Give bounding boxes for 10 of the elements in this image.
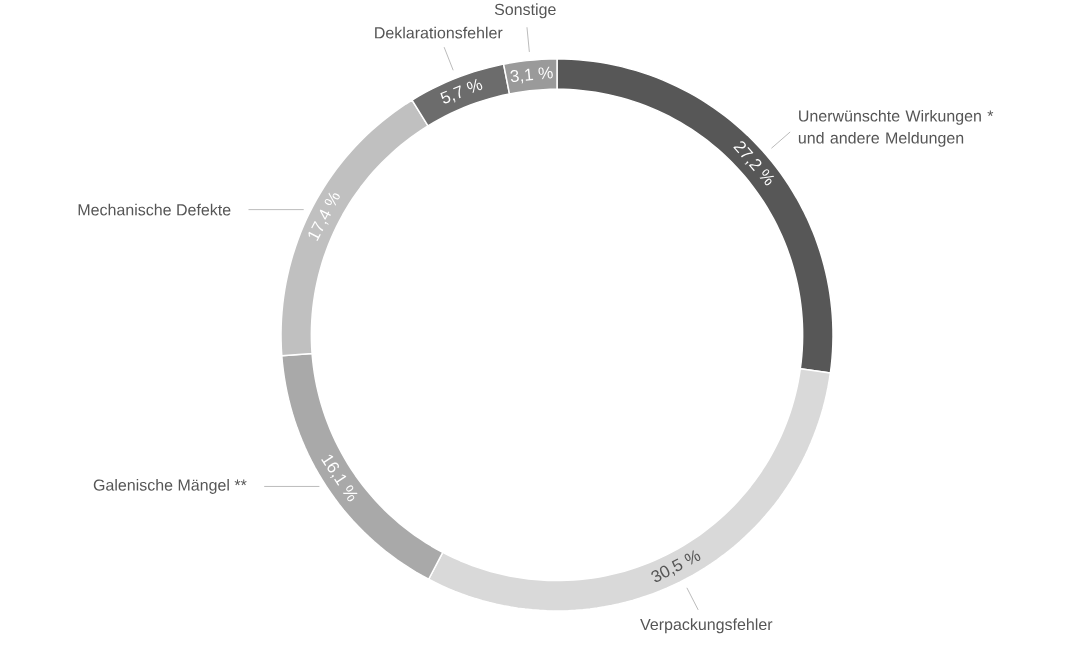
- slice-label: Mechanische Defekte: [78, 203, 231, 216]
- data-label: 17,4 %: [308, 192, 340, 242]
- slice-label: Unerwünschte Wirkungen * und andere Meldungen: [798, 109, 994, 147]
- slice-label: Deklarationsfehler: [375, 26, 503, 39]
- slice-label: Sonstige: [494, 3, 556, 19]
- slice-label: Galenische Mängel **: [93, 479, 247, 494]
- data-label: 5,7 %: [440, 78, 483, 104]
- data-label: 3,1 %: [510, 66, 553, 84]
- data-label: 30,5 %: [651, 550, 701, 582]
- slice-label: Verpackungsfehler: [640, 618, 773, 634]
